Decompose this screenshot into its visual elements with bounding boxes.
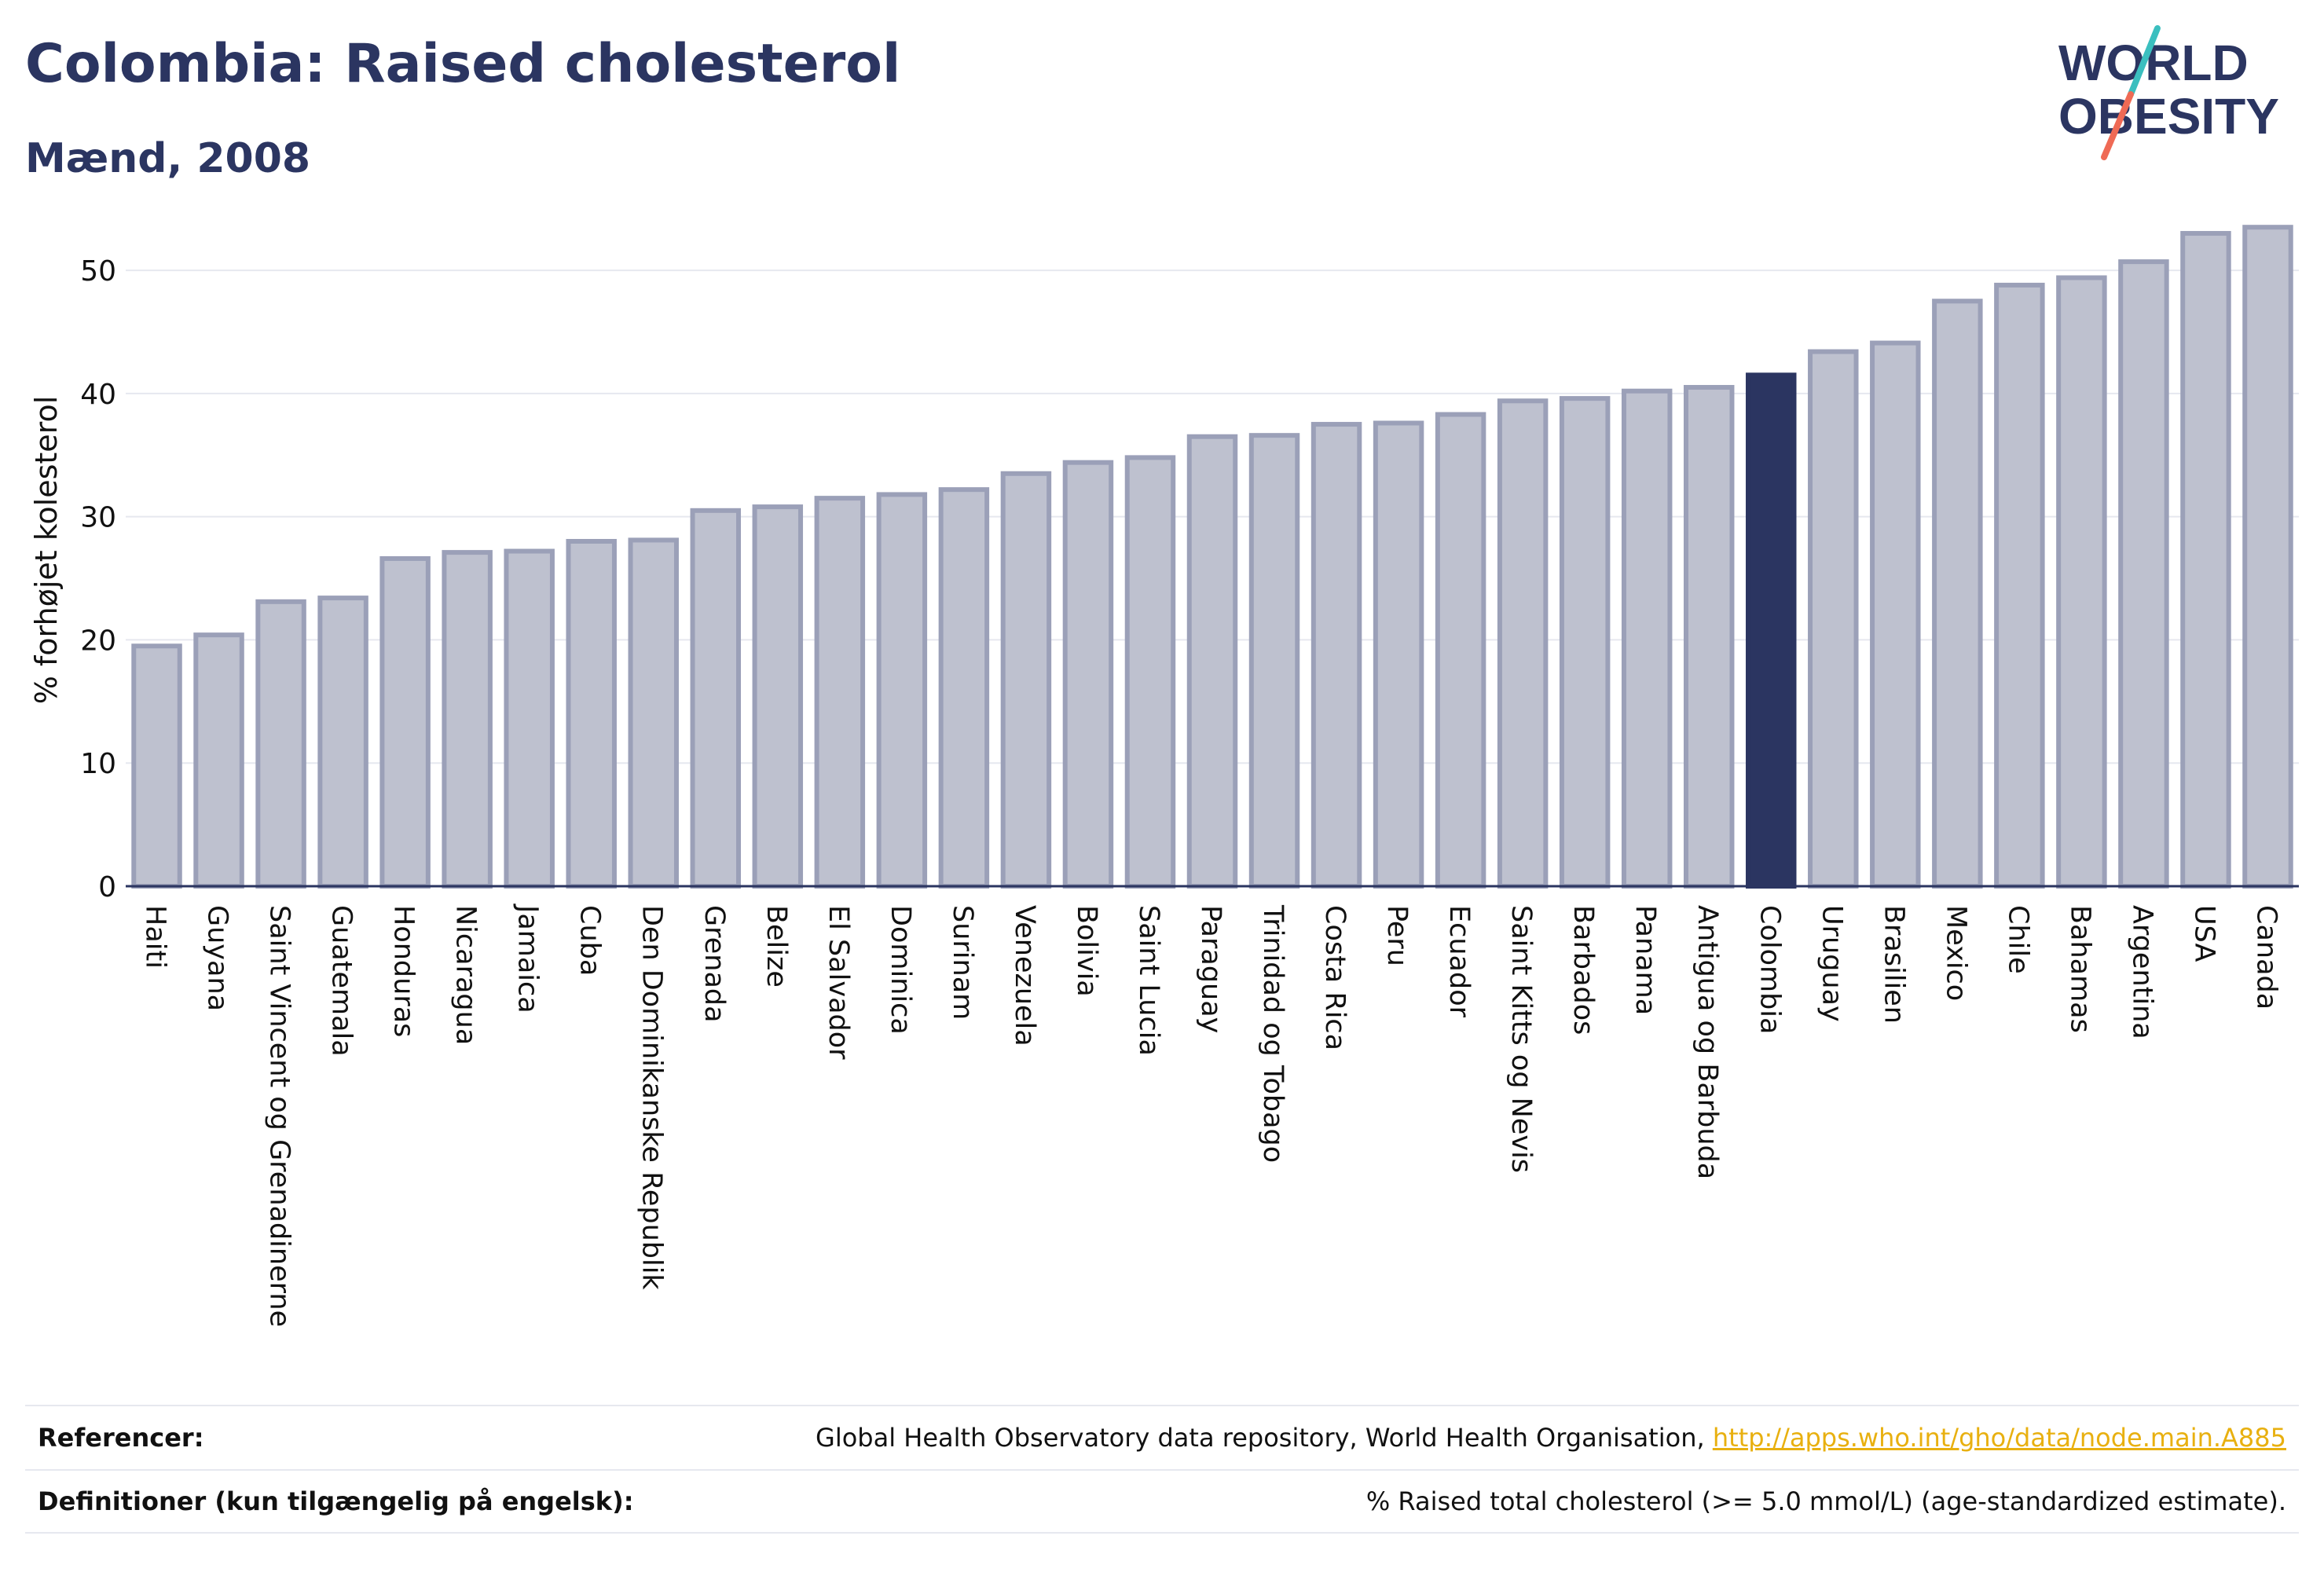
x-tick-label: Costa Rica [1319, 905, 1351, 1050]
x-tick-label: Dominica [885, 905, 916, 1035]
bar-uruguay [1808, 349, 1859, 889]
x-tick-label: USA [2188, 905, 2220, 962]
x-tick-label: Den Dominikanske Republik [636, 905, 668, 1290]
bar-peru [1373, 420, 1424, 889]
bar-guyana [193, 632, 244, 889]
x-tick-label: Mexico [1940, 905, 1971, 1001]
definitions-label: Definitioner (kun tilgængelig på engelsk… [38, 1486, 634, 1516]
y-tick-label: 30 [80, 502, 116, 534]
x-tick-label: Panama [1629, 905, 1661, 1015]
x-tick-label: Antigua og Barbuda [1692, 905, 1723, 1179]
references-link[interactable]: http://apps.who.int/gho/data/node.main.A… [1712, 1423, 2286, 1453]
bar-haiti [131, 643, 182, 889]
x-tick-label: Argentina [2126, 905, 2157, 1039]
bar-trinidad-og-tobago [1248, 433, 1300, 889]
x-tick-label: Cuba [574, 905, 606, 976]
x-tick-label: Venezuela [1009, 905, 1040, 1046]
x-tick-label: Barbados [1567, 905, 1599, 1035]
bar-saint-vincent-og-grenadinerne [255, 599, 306, 889]
bar-surinam [938, 487, 990, 889]
x-tick-label: Canada [2250, 905, 2282, 1010]
definitions-row: Definitioner (kun tilgængelig på engelsk… [25, 1469, 2299, 1534]
bar-honduras [379, 555, 431, 889]
bar-saint-lucia [1124, 455, 1176, 889]
bar-guatemala [317, 596, 368, 889]
x-tick-label: Jamaica [512, 903, 544, 1013]
bar-nicaragua [442, 550, 493, 889]
x-tick-label: Honduras [388, 905, 420, 1037]
y-axis-label: % forhøjet kolesterol [29, 396, 64, 705]
bar-ecuador [1435, 412, 1486, 889]
x-axis-ticks: Haiti Guyana Saint Vincent og Grenadinerne… [140, 903, 2282, 1327]
logo-slash-coral [2101, 91, 2134, 160]
x-tick-label: Grenada [698, 905, 730, 1023]
bar-dominica [876, 492, 928, 889]
bar-canada [2242, 225, 2293, 889]
y-axis-ticks: 0 10 20 30 40 50 [80, 255, 116, 903]
references-value: Global Health Observatory data repositor… [816, 1423, 2286, 1453]
definitions-text: % Raised total cholesterol (>= 5.0 mmol/… [1365, 1486, 2286, 1516]
logo-slash-teal [2128, 25, 2161, 97]
bar-costa-rica [1310, 422, 1362, 889]
x-tick-label: Bolivia [1071, 905, 1102, 997]
x-tick-label: El Salvador [823, 905, 854, 1060]
y-tick-label: 0 [98, 871, 116, 903]
bar-chart: 0 10 20 30 40 50 Haiti Guyana Saint Vincent og … [29, 225, 2299, 1327]
x-tick-label: Peru [1381, 905, 1413, 966]
y-tick-label: 10 [80, 748, 116, 780]
y-tick-label: 40 [80, 379, 116, 411]
x-tick-label: Brasilien [1878, 905, 1909, 1024]
bar-jamaica [504, 548, 555, 889]
bar-colombia [1746, 372, 1797, 889]
bars [131, 225, 2293, 889]
bar-belize [752, 504, 804, 889]
references-text: Global Health Observatory data repositor… [816, 1423, 1705, 1453]
x-tick-label: Saint Kitts og Nevis [1505, 905, 1537, 1173]
chart-title: Colombia: Raised cholesterol [25, 33, 901, 95]
x-tick-label: Bahamas [2064, 905, 2095, 1033]
bar-saint-kitts-og-nevis [1497, 398, 1549, 889]
bar-paraguay [1186, 434, 1238, 889]
bar-bahamas [2056, 275, 2107, 889]
chart-subtitle: Mænd, 2008 [25, 135, 311, 182]
bar-grenada [690, 508, 742, 889]
references-row: Referencer: Global Health Observatory da… [25, 1405, 2299, 1469]
bar-brasilien [1870, 340, 1921, 889]
y-tick-label: 50 [80, 255, 116, 288]
bar-argentina [2118, 259, 2169, 889]
x-tick-label: Nicaragua [450, 905, 482, 1045]
x-tick-label: Belize [761, 905, 792, 988]
bar-mexico [1932, 299, 1983, 889]
world-obesity-logo: WORLD OBESITY [2058, 25, 2279, 160]
bar-usa [2180, 231, 2231, 889]
bar-antigua-og-barbuda [1683, 385, 1735, 889]
x-tick-label: Haiti [140, 905, 171, 969]
x-tick-label: Uruguay [1816, 905, 1847, 1022]
bar-panama [1621, 388, 1673, 889]
bar-chile [1994, 282, 2045, 889]
bar-cuba [566, 539, 617, 889]
x-tick-label: Chile [2002, 905, 2033, 974]
bar-barbados [1559, 396, 1611, 889]
x-tick-label: Guyana [202, 905, 233, 1011]
bar-den-dominikanske-republik [628, 537, 679, 889]
x-tick-label: Ecuador [1443, 905, 1475, 1018]
y-tick-label: 20 [80, 625, 116, 657]
logo-text-obesity: OBESITY [2058, 88, 2279, 145]
x-tick-label: Colombia [1754, 905, 1785, 1034]
x-tick-label: Paraguay [1195, 905, 1226, 1033]
x-tick-label: Saint Vincent og Grenadinerne [264, 905, 295, 1327]
x-tick-label: Surinam [947, 905, 978, 1020]
footer-table: Referencer: Global Health Observatory da… [25, 1405, 2299, 1534]
x-tick-label: Guatemala [326, 905, 357, 1057]
x-tick-label: Saint Lucia [1133, 905, 1164, 1056]
references-label: Referencer: [38, 1423, 204, 1453]
bar-bolivia [1062, 460, 1114, 889]
x-tick-label: Trinidad og Tobago [1257, 904, 1288, 1163]
bar-venezuela [1000, 471, 1052, 889]
bar-el-salvador [814, 496, 866, 889]
